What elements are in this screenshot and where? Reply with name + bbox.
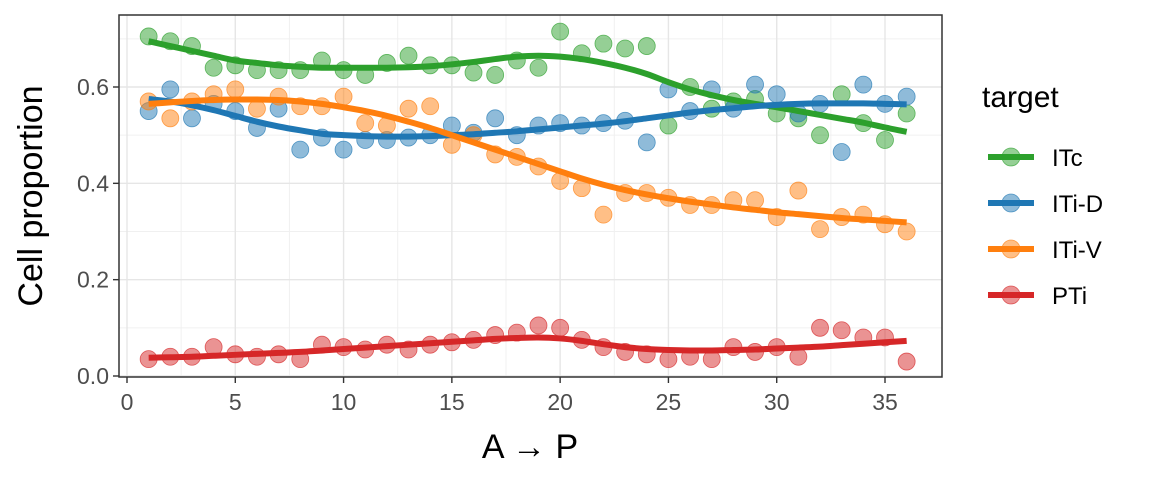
- point-itc: [464, 63, 483, 82]
- legend: target ITc ITi-D ITi-V PTi: [982, 81, 1103, 310]
- point-itc: [897, 104, 916, 123]
- trend-line-iti-v: [148, 96, 907, 226]
- point-itc: [551, 22, 570, 41]
- point-iti-v: [746, 191, 764, 210]
- x-tick-label: 35: [872, 389, 898, 415]
- point-pti: [551, 318, 570, 337]
- point-iti-v: [811, 220, 829, 238]
- point-pti: [832, 321, 851, 340]
- point-iti-v: [789, 181, 808, 200]
- legend-key-point: [1001, 239, 1021, 259]
- point-itc: [876, 131, 894, 149]
- point-iti-d: [832, 143, 851, 161]
- point-itc: [616, 39, 635, 58]
- trend-line-iti-d: [148, 96, 907, 140]
- x-axis-title: A → P: [482, 428, 578, 466]
- legend-label: ITi-D: [1052, 191, 1103, 218]
- legend-label: ITi-V: [1052, 237, 1102, 264]
- point-iti-d: [161, 80, 180, 99]
- x-tick-label: 5: [229, 389, 242, 415]
- point-itc: [529, 58, 548, 77]
- plot-border: [118, 14, 943, 378]
- point-iti-v: [226, 80, 245, 99]
- legend-key-point: [1001, 147, 1021, 167]
- point-itc: [832, 85, 851, 104]
- legend-entry-iti-d: ITi-D: [988, 191, 1103, 218]
- x-tick-label: 0: [121, 389, 134, 415]
- point-itc: [659, 116, 678, 135]
- point-itc: [594, 34, 613, 53]
- y-tick-label: 0.6: [77, 74, 109, 100]
- trend-lines: [148, 38, 908, 361]
- point-pti: [811, 318, 829, 337]
- point-itc: [811, 126, 829, 145]
- x-tick-label: 30: [764, 389, 790, 415]
- point-pti: [659, 350, 678, 369]
- x-tick-label: 10: [331, 389, 357, 415]
- legend-label: ITc: [1052, 145, 1083, 172]
- point-iti-v: [399, 99, 418, 118]
- point-iti-v: [334, 87, 353, 106]
- point-itc: [637, 37, 656, 55]
- x-axis: 0 5 10 15 20 25 30 35: [121, 377, 898, 415]
- x-tick-label: 20: [547, 389, 573, 415]
- point-iti-d: [767, 85, 786, 104]
- x-tick-label: 15: [439, 389, 465, 415]
- point-iti-v: [594, 205, 613, 224]
- point-iti-d: [746, 75, 764, 94]
- point-iti-v: [161, 109, 180, 128]
- trend-line-pti: [148, 334, 907, 361]
- point-iti-v: [356, 114, 375, 133]
- legend-label: PTi: [1052, 283, 1087, 310]
- x-tick-label: 25: [656, 389, 682, 415]
- y-axis-title: Cell proportion: [12, 85, 50, 306]
- legend-key-point: [1001, 193, 1021, 213]
- point-iti-d: [291, 140, 310, 159]
- y-axis: 0.0 0.2 0.4 0.6: [77, 74, 119, 389]
- point-iti-v: [897, 222, 916, 241]
- legend-title: target: [982, 81, 1059, 114]
- point-iti-v: [248, 99, 266, 118]
- point-iti-d: [486, 109, 505, 128]
- y-tick-label: 0.0: [77, 363, 109, 389]
- point-itc: [204, 58, 223, 77]
- point-pti: [897, 352, 916, 371]
- point-pti: [529, 316, 548, 335]
- y-tick-label: 0.4: [77, 170, 109, 196]
- y-tick-label: 0.2: [77, 267, 109, 293]
- point-itc: [486, 66, 505, 84]
- legend-key-point: [1001, 285, 1021, 305]
- legend-entry-iti-v: ITi-V: [988, 237, 1102, 264]
- legend-entry-pti: PTi: [988, 283, 1087, 310]
- point-iti-v: [421, 97, 440, 116]
- point-itc: [399, 46, 418, 65]
- point-iti-d: [854, 75, 873, 94]
- grid: [119, 15, 942, 377]
- point-iti-d: [183, 109, 201, 128]
- point-iti-d: [897, 87, 916, 106]
- point-iti-d: [334, 140, 353, 159]
- point-iti-d: [637, 133, 656, 152]
- legend-entry-itc: ITc: [988, 145, 1083, 172]
